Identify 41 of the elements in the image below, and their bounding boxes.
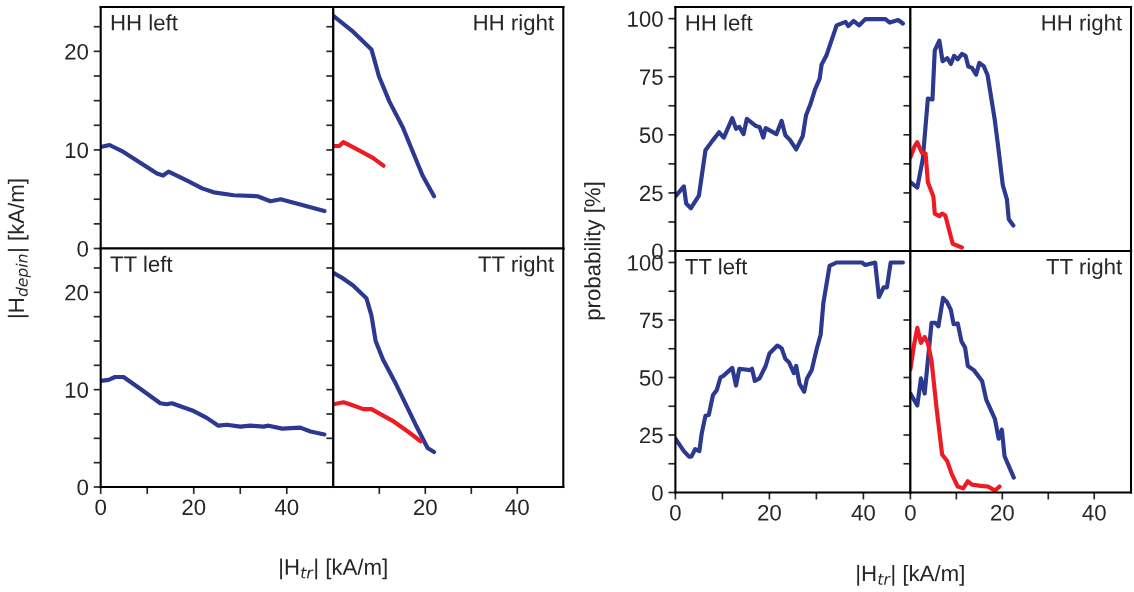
- y-tick-label: 0: [652, 485, 663, 501]
- chart-title: TT right: [478, 255, 554, 277]
- y-tick-label: 10: [65, 382, 89, 398]
- y-tick-label: 25: [640, 185, 663, 202]
- x-tick-label: 20: [414, 499, 437, 516]
- y-tick-label: 10: [65, 142, 89, 159]
- chart-title: HH right: [474, 14, 554, 35]
- y-tick-label: 75: [640, 69, 663, 85]
- x-tick-label: 20: [758, 504, 781, 521]
- y-tick-label: 25: [640, 427, 663, 444]
- chart-title: HH left: [111, 14, 178, 31]
- chart-title: TT right: [1046, 258, 1123, 279]
- y-tick-label: 0: [77, 241, 89, 257]
- x-tick-label: 0: [670, 504, 681, 521]
- x-axis-title: |H$_{tr}$| [kA/m]: [857, 564, 964, 586]
- y-tick-label: 100: [628, 11, 663, 27]
- x-tick-label: 0: [95, 499, 107, 516]
- x-axis-title: |H$_{tr}$| [kA/m]: [280, 558, 387, 580]
- y-tick-label: 50: [639, 127, 663, 144]
- chart-title: HH right: [1042, 14, 1123, 36]
- x-tick-label: 40: [505, 499, 529, 516]
- y-tick-label: 20: [65, 43, 89, 60]
- x-tick-label: 40: [1082, 504, 1106, 521]
- y-tick-label: 0: [77, 479, 89, 496]
- x-tick-label: 20: [991, 504, 1014, 521]
- line-series: [675, 16, 905, 211]
- line-series: [100, 374, 327, 437]
- x-tick-label: 40: [851, 504, 875, 521]
- x-tick-label: 20: [182, 499, 206, 516]
- y-tick-label: 20: [65, 284, 89, 301]
- x-tick-label: 40: [274, 499, 299, 516]
- chart-title: TT left: [110, 255, 173, 272]
- line-series: [675, 260, 905, 459]
- y-tick-label: 50: [639, 370, 663, 386]
- x-tick-label: 0: [905, 504, 916, 521]
- chart-title: TT left: [685, 258, 748, 275]
- line-series: [100, 142, 327, 214]
- y-axis-title: |H$_{depin}$| [kA/m]: [7, 179, 31, 318]
- y-axis-title: probability [%]: [584, 182, 605, 320]
- chart-title: HH left: [686, 14, 753, 31]
- y-tick-label: 75: [640, 312, 663, 329]
